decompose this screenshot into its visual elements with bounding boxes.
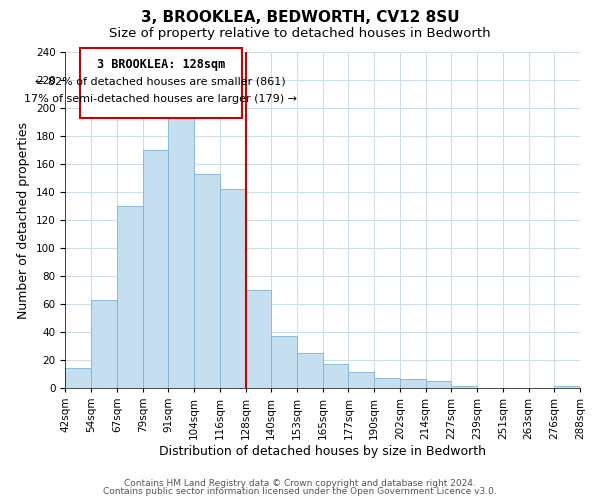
Bar (271, 336, 297, 388)
Y-axis label: Number of detached properties: Number of detached properties (17, 122, 31, 318)
Bar (91, 300, 117, 388)
Text: Size of property relative to detached houses in Bedworth: Size of property relative to detached ho… (109, 28, 491, 40)
Text: 17% of semi-detached houses are larger (179) →: 17% of semi-detached houses are larger (… (24, 94, 297, 104)
Bar (451, 386, 477, 388)
Bar (80, 48, 242, 118)
Bar (169, 108, 194, 388)
Bar (425, 381, 451, 388)
Text: ← 82% of detached houses are smaller (861): ← 82% of detached houses are smaller (86… (35, 76, 286, 86)
Bar (65, 368, 91, 388)
Bar (349, 372, 374, 388)
Bar (220, 190, 245, 388)
Bar (323, 364, 349, 388)
Text: Contains HM Land Registry data © Crown copyright and database right 2024.: Contains HM Land Registry data © Crown c… (124, 478, 476, 488)
Text: 3, BROOKLEA, BEDWORTH, CV12 8SU: 3, BROOKLEA, BEDWORTH, CV12 8SU (140, 10, 460, 25)
Bar (117, 206, 143, 388)
Bar (297, 353, 323, 388)
Bar (194, 174, 220, 388)
Bar (143, 150, 169, 388)
X-axis label: Distribution of detached houses by size in Bedworth: Distribution of detached houses by size … (159, 444, 486, 458)
Text: Contains public sector information licensed under the Open Government Licence v3: Contains public sector information licen… (103, 487, 497, 496)
Bar (554, 386, 580, 388)
Bar (400, 380, 425, 388)
Bar (245, 290, 271, 388)
Bar (374, 378, 400, 388)
Text: 3 BROOKLEA: 128sqm: 3 BROOKLEA: 128sqm (97, 58, 225, 71)
